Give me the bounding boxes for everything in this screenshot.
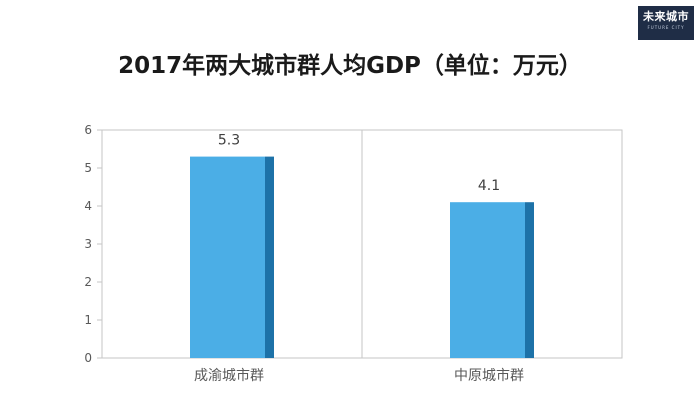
y-tick-label: 6	[84, 123, 92, 137]
logo-main-text: 未来城市	[643, 10, 689, 23]
category-label: 成渝城市群	[194, 367, 264, 384]
bar	[190, 156, 265, 358]
y-tick-label: 0	[84, 351, 92, 365]
y-tick-label: 2	[84, 275, 92, 289]
y-tick-label: 3	[84, 237, 92, 251]
bar	[450, 202, 525, 358]
data-label: 5.3	[218, 133, 240, 149]
data-label: 4.1	[478, 178, 500, 194]
logo-sub-text: FUTURE CITY	[647, 25, 685, 30]
chart-title: 2017年两大城市群人均GDP（单位：万元）	[118, 53, 582, 79]
y-tick-label: 4	[84, 199, 92, 213]
y-tick-label: 1	[84, 313, 92, 327]
y-tick-label: 5	[84, 161, 92, 175]
brand-logo: 未来城市 FUTURE CITY	[638, 6, 694, 40]
category-label: 中原城市群	[454, 367, 524, 384]
bar-edge	[265, 156, 274, 358]
bar-edge	[525, 202, 534, 358]
